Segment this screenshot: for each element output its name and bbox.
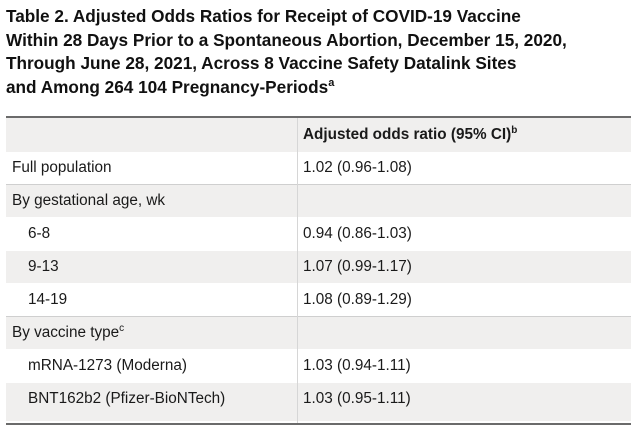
- section-label-text: By vaccine type: [12, 324, 120, 341]
- row-value: 0.94 (0.86-1.03): [303, 225, 412, 242]
- column-divider: [297, 118, 298, 423]
- row-value: 1.07 (0.99-1.17): [303, 258, 412, 275]
- table-row: mRNA-1273 (Moderna) 1.03 (0.94-1.11): [6, 350, 631, 382]
- row-label: mRNA-1273 (Moderna): [28, 357, 187, 374]
- title-footnote-marker: a: [328, 76, 335, 89]
- row-value: 1.03 (0.94-1.11): [303, 357, 411, 374]
- row-value: 1.03 (0.95-1.11): [303, 390, 411, 407]
- header-footnote-marker: b: [511, 125, 518, 136]
- table-row: Full population 1.02 (0.96-1.08): [6, 152, 631, 185]
- row-value: 1.08 (0.89-1.29): [303, 291, 412, 308]
- table-row: By vaccine typec: [6, 317, 631, 349]
- row-label: 6-8: [28, 225, 51, 242]
- header-col-2-text: Adjusted odds ratio (95% CI): [303, 126, 512, 143]
- title-line-2: Within 28 Days Prior to a Spontaneous Ab…: [6, 29, 567, 50]
- title-line-4: and Among 264 104 Pregnancy-Periodsa: [6, 76, 631, 100]
- header-col-2: Adjusted odds ratio (95% CI)b: [303, 118, 517, 152]
- title-line-3: Through June 28, 2021, Across 8 Vaccine …: [6, 53, 517, 73]
- row-label: 14-19: [28, 291, 68, 308]
- table-header-row: Adjusted odds ratio (95% CI)b: [6, 118, 631, 152]
- row-label: BNT162b2 (Pfizer-BioNTech): [28, 390, 226, 407]
- table-row: By gestational age, wk: [6, 185, 631, 217]
- odds-ratio-table: Adjusted odds ratio (95% CI)b Full popul…: [6, 116, 631, 425]
- row-label: Full population: [12, 159, 112, 176]
- title-line-1: Table 2. Adjusted Odds Ratios for Receip…: [6, 6, 521, 26]
- title-line-4-text: and Among 264 104 Pregnancy-Periods: [6, 76, 329, 97]
- table-title: Table 2. Adjusted Odds Ratios for Receip…: [6, 5, 631, 99]
- row-value: 1.02 (0.96-1.08): [303, 159, 412, 176]
- table-row: 14-19 1.08 (0.89-1.29): [6, 284, 631, 317]
- table-row: 6-8 0.94 (0.86-1.03): [6, 218, 631, 250]
- section-label: By vaccine typec: [12, 317, 124, 349]
- table-row: BNT162b2 (Pfizer-BioNTech) 1.03 (0.95-1.…: [6, 383, 631, 421]
- row-label: 9-13: [28, 258, 59, 275]
- vaccine-footnote-marker: c: [119, 323, 125, 334]
- section-label: By gestational age, wk: [12, 192, 166, 209]
- table-row: 9-13 1.07 (0.99-1.17): [6, 251, 631, 283]
